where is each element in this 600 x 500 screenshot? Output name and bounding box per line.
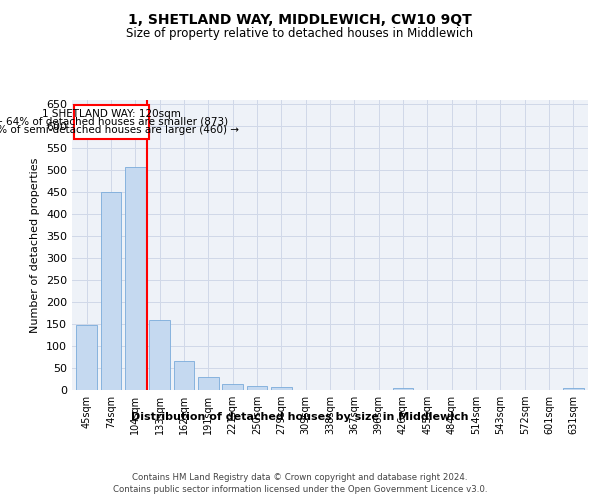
Text: 1, SHETLAND WAY, MIDDLEWICH, CW10 9QT: 1, SHETLAND WAY, MIDDLEWICH, CW10 9QT — [128, 12, 472, 26]
Bar — [247, 386, 268, 390]
Bar — [173, 362, 194, 390]
Bar — [101, 192, 121, 390]
Bar — [392, 388, 413, 390]
Bar — [74, 106, 149, 138]
Bar — [222, 384, 243, 390]
Text: 34% of semi-detached houses are larger (460) →: 34% of semi-detached houses are larger (… — [0, 124, 239, 134]
Text: ← 64% of detached houses are smaller (873): ← 64% of detached houses are smaller (87… — [0, 116, 229, 126]
Bar — [198, 377, 218, 390]
Bar — [125, 167, 146, 390]
Text: Distribution of detached houses by size in Middlewich: Distribution of detached houses by size … — [131, 412, 469, 422]
Text: Contains HM Land Registry data © Crown copyright and database right 2024.: Contains HM Land Registry data © Crown c… — [132, 472, 468, 482]
Y-axis label: Number of detached properties: Number of detached properties — [31, 158, 40, 332]
Bar — [76, 325, 97, 390]
Text: Contains public sector information licensed under the Open Government Licence v3: Contains public sector information licen… — [113, 485, 487, 494]
Bar — [563, 388, 584, 390]
Bar — [149, 320, 170, 390]
Text: Size of property relative to detached houses in Middlewich: Size of property relative to detached ho… — [127, 28, 473, 40]
Text: 1 SHETLAND WAY: 120sqm: 1 SHETLAND WAY: 120sqm — [42, 109, 181, 119]
Bar — [271, 387, 292, 390]
